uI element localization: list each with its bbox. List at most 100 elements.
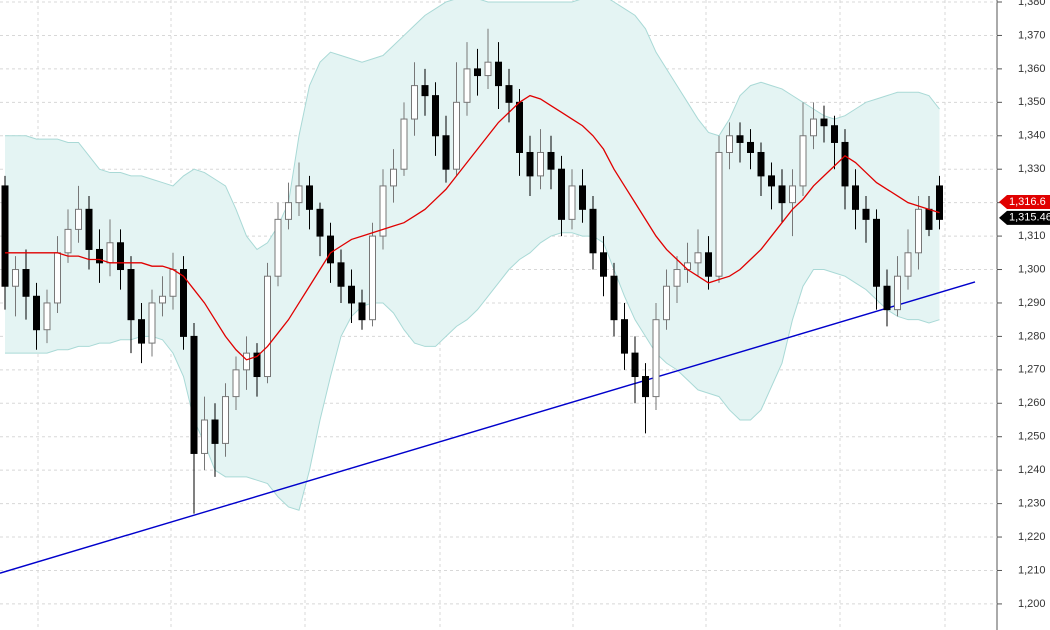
candle-body — [642, 376, 649, 398]
y-tick-label: 1,200 — [1018, 598, 1046, 610]
moving-average — [5, 94, 940, 361]
y-tick-label: 1,270 — [1018, 364, 1046, 376]
candle-body — [453, 101, 460, 170]
price-label: 1,316.6 — [1009, 196, 1046, 208]
candle-body — [799, 135, 807, 187]
candle-body — [495, 61, 502, 87]
y-tick-label: 1,330 — [1018, 163, 1046, 175]
candle-body — [747, 141, 754, 153]
candle-body — [316, 208, 324, 237]
y-tick-label: 1,370 — [1018, 29, 1046, 41]
candle-body — [484, 61, 492, 77]
candle-body — [600, 252, 607, 277]
candle-body — [180, 269, 187, 337]
candle-body — [631, 352, 639, 378]
candle-body — [285, 202, 292, 220]
candle-body — [726, 135, 733, 153]
y-tick-label: 1,290 — [1018, 297, 1046, 309]
candle-body — [894, 275, 901, 311]
candle-body — [264, 275, 271, 378]
band-area — [5, 0, 940, 511]
candle-body — [253, 352, 261, 378]
candle-body — [526, 151, 534, 177]
candle-body — [936, 185, 943, 220]
candle-body — [411, 85, 418, 120]
y-tick-label: 1,360 — [1018, 63, 1046, 75]
candle-body — [652, 319, 660, 398]
y-tick-label: 1,240 — [1018, 464, 1046, 476]
candle-body — [663, 285, 670, 321]
upper-band — [5, 0, 940, 251]
candle-body — [22, 269, 30, 297]
candle-body — [547, 151, 555, 170]
candle-body — [621, 319, 628, 354]
y-tick-label: 1,350 — [1018, 96, 1046, 108]
candle-body — [757, 151, 765, 177]
candle-body — [736, 135, 744, 143]
lower-band — [5, 232, 940, 511]
y-tick-label: 1,230 — [1018, 498, 1046, 510]
price-label-box — [999, 210, 1050, 225]
candle-body — [54, 252, 61, 304]
candle-body — [778, 185, 786, 204]
candle-body — [306, 185, 313, 210]
candle-body — [705, 252, 712, 277]
candle-body — [810, 118, 817, 137]
candle-body — [106, 242, 114, 264]
candle-body — [75, 208, 82, 230]
candle-body — [789, 185, 796, 204]
candle-body — [211, 419, 219, 444]
candle-body — [694, 252, 702, 264]
candle-body — [358, 302, 366, 321]
candle-body — [390, 168, 397, 187]
candle-body — [169, 269, 177, 297]
candle-body — [138, 319, 145, 344]
candle-body — [579, 185, 586, 210]
candle-body — [568, 185, 576, 220]
y-tick-label: 1,260 — [1018, 397, 1046, 409]
candle-body — [379, 185, 387, 237]
candle-body — [12, 269, 19, 287]
candle-body — [715, 151, 723, 277]
candle-body — [558, 168, 565, 220]
y-tick-label: 1,380 — [1018, 0, 1046, 8]
candle-body — [159, 295, 166, 304]
candle-body — [474, 68, 481, 77]
candle-body — [348, 285, 355, 304]
y-tick-label: 1,340 — [1018, 130, 1046, 142]
price-label: 1,315.46 — [1009, 212, 1050, 224]
candle-body — [232, 369, 240, 398]
candle-body — [327, 235, 334, 264]
candle-body — [96, 248, 103, 264]
candle-body — [222, 396, 229, 444]
price-label-box — [999, 195, 1050, 210]
candle-body — [673, 269, 681, 287]
candle-body — [127, 269, 135, 321]
candle-body — [904, 252, 912, 277]
candle-body — [1, 185, 9, 287]
candle-body — [610, 275, 618, 321]
candle-body — [43, 302, 51, 331]
candle-body — [915, 208, 922, 254]
candle-body — [831, 125, 838, 143]
candle-body — [862, 208, 870, 220]
candle-body — [768, 175, 775, 187]
candle-body — [85, 208, 93, 250]
y-tick-label: 1,310 — [1018, 230, 1046, 242]
candle-body — [505, 85, 513, 103]
candle-body — [243, 352, 250, 371]
y-tick-label: 1,280 — [1018, 330, 1046, 342]
candle-body — [925, 208, 933, 230]
candle-body — [421, 85, 429, 97]
candle-body — [463, 68, 471, 103]
trendline — [0, 281, 976, 574]
candle-body — [274, 218, 282, 277]
candle-body — [873, 218, 880, 287]
candle-body — [537, 151, 544, 177]
candle-body — [201, 419, 208, 454]
y-tick-label: 1,250 — [1018, 431, 1046, 443]
candle-body — [117, 242, 124, 271]
candle-body — [33, 295, 40, 331]
